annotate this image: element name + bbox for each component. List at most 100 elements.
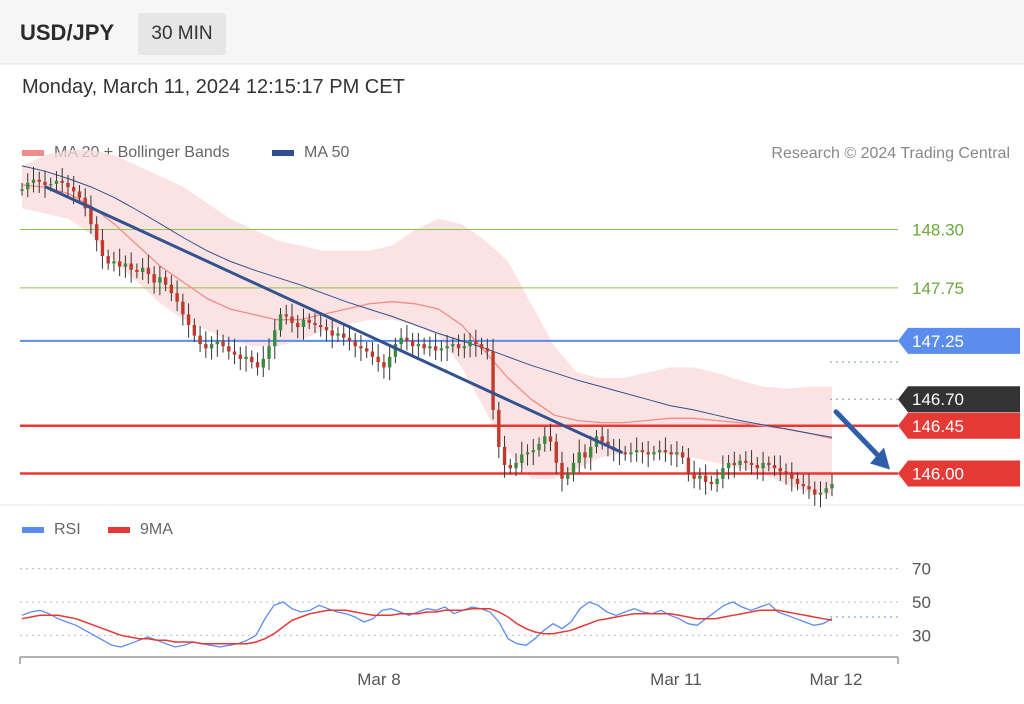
level-label-146.00: 146.00 <box>912 464 964 483</box>
ma20-line <box>21 184 833 440</box>
timeframe-badge[interactable]: 30 MIN <box>138 13 226 55</box>
candle-body <box>112 261 116 264</box>
level-tag-146.70 <box>898 386 1020 413</box>
candle-body <box>795 478 800 485</box>
candle-body <box>54 180 59 184</box>
copyright-text: Research © 2024 Trading Central <box>771 145 1010 162</box>
candle-body <box>715 478 719 485</box>
candle-body <box>255 362 260 368</box>
candle-body <box>640 450 645 453</box>
candle-body <box>726 462 731 469</box>
ma20-swatch <box>22 150 44 156</box>
candle-body <box>749 462 754 465</box>
candle-body <box>376 356 380 363</box>
candle-body <box>514 462 518 469</box>
candle-body <box>416 344 421 347</box>
candle-body <box>192 325 197 336</box>
candle-body <box>738 460 742 465</box>
candle-body <box>60 180 64 183</box>
candle-body <box>703 475 708 482</box>
candle-body <box>129 263 133 270</box>
candle-body <box>20 189 24 191</box>
candle-body <box>152 274 156 283</box>
candle-body <box>468 340 472 347</box>
candle-body <box>709 481 714 485</box>
candle-body <box>313 322 317 325</box>
candle-body <box>560 462 564 479</box>
ma50-line <box>21 165 833 438</box>
candle-body <box>502 446 507 465</box>
candle-body <box>657 450 662 453</box>
candle-body <box>554 441 558 463</box>
candle-body <box>123 263 128 267</box>
candle-body <box>26 182 30 190</box>
candle-body <box>732 462 737 465</box>
candle-body <box>204 344 208 349</box>
candle-body <box>43 181 47 185</box>
candle-body <box>807 486 811 490</box>
rsi-ma-line <box>21 607 833 645</box>
legend-rsi: RSI <box>22 521 81 539</box>
candle-body <box>227 346 231 352</box>
candle-body <box>273 330 277 347</box>
level-tag-146.00 <box>898 460 1020 487</box>
candle-body <box>49 183 53 186</box>
timestamp: Monday, March 11, 2024 12:15:17 PM CET <box>22 76 405 98</box>
candle-body <box>267 346 271 359</box>
candle-body <box>382 362 386 368</box>
candle-body <box>456 344 461 349</box>
candle-body <box>359 346 363 349</box>
candle-body <box>94 224 99 241</box>
candle-body <box>353 340 357 347</box>
candle-body <box>100 240 105 257</box>
candle-body <box>445 346 449 349</box>
level-label-147.75: 147.75 <box>912 279 964 298</box>
candle-body <box>261 358 265 368</box>
candle-body <box>772 465 777 469</box>
legend-ma50: MA 50 <box>272 144 349 162</box>
candle-body <box>801 484 805 487</box>
candle-body <box>72 187 76 192</box>
candle-body <box>520 454 524 463</box>
level-tag-146.45 <box>898 412 1020 439</box>
legend-9ma: 9MA <box>108 521 173 539</box>
candle-body <box>290 316 294 323</box>
candle-body <box>209 344 214 349</box>
candle-body <box>347 337 352 341</box>
candle-body <box>744 460 748 463</box>
candle-body <box>686 457 691 474</box>
bollinger-band <box>22 150 832 495</box>
candle-body <box>577 452 581 463</box>
candle-body <box>692 473 696 479</box>
candle-body <box>600 436 604 442</box>
forecast-arrow-shaft <box>833 409 883 460</box>
candle-body <box>485 348 490 352</box>
candle-body <box>342 333 346 338</box>
rsi-swatch <box>22 527 44 533</box>
candle-body <box>433 346 438 351</box>
candle-body <box>663 450 668 453</box>
candle-body <box>163 277 168 285</box>
candle-body <box>531 450 535 453</box>
candle-body <box>244 356 248 359</box>
level-label-148.30: 148.30 <box>912 221 964 240</box>
candle-body <box>238 354 242 359</box>
candle-body <box>629 452 633 455</box>
candle-body <box>634 450 639 453</box>
candle-body <box>232 351 237 355</box>
candle-body <box>646 452 650 455</box>
candle-body <box>135 269 139 272</box>
candle-body <box>330 330 334 336</box>
candle-body <box>146 267 151 275</box>
candle-body <box>215 340 220 345</box>
candle-body <box>543 436 547 444</box>
candle-body <box>784 471 788 474</box>
candle-body <box>221 340 225 347</box>
candle-body <box>117 261 122 267</box>
candle-body <box>790 473 794 479</box>
candle-body <box>37 179 41 182</box>
candle-body <box>405 337 409 341</box>
candle-body <box>548 436 553 442</box>
ma50-label: MA 50 <box>304 144 350 161</box>
